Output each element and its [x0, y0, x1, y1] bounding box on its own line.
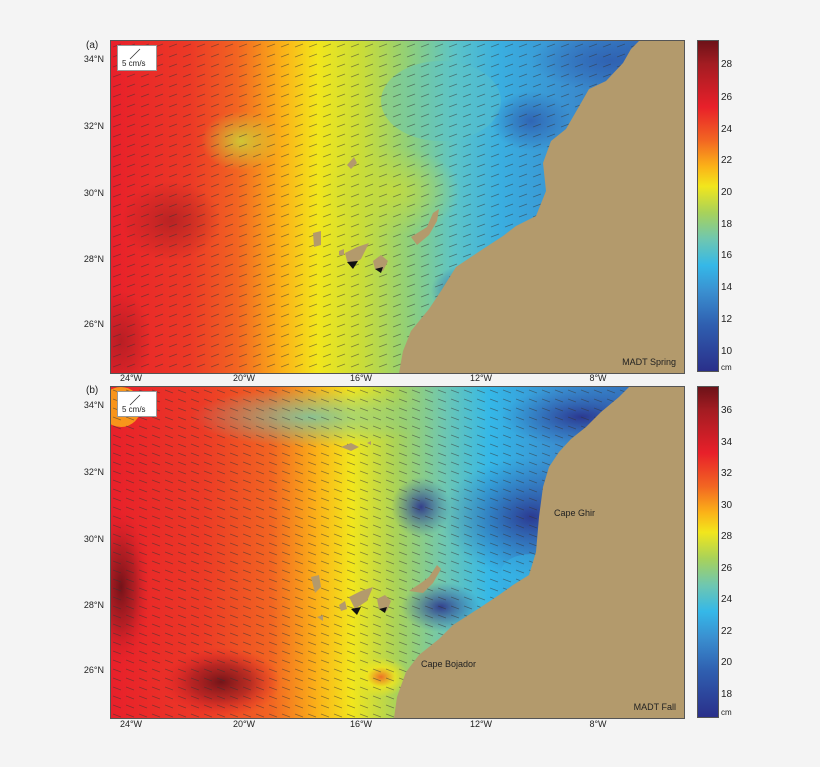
madt-spring-field — [111, 41, 684, 373]
velocity-scale-legend: 5 cm/s — [117, 45, 157, 71]
lat-tick: 32°N — [83, 121, 104, 131]
colorbar-tick: 14 — [721, 282, 733, 293]
lon-tick: 24°W — [119, 719, 143, 729]
cape-bojador-label: Cape Bojador — [421, 659, 477, 669]
colorbar-tick: 36 — [721, 405, 733, 416]
colorbar-tick: 28 — [721, 531, 733, 542]
lat-tick: 28°N — [83, 600, 104, 610]
lon-tick: 8°W — [589, 373, 607, 383]
panel-b-label: (b) — [86, 385, 99, 396]
colorbar-fall — [697, 386, 719, 718]
colorbar-tick: 34 — [721, 437, 733, 448]
velocity-scale-legend: 5 cm/s — [117, 391, 157, 417]
lat-tick: 34°N — [83, 54, 104, 64]
colorbar-spring — [697, 40, 719, 372]
colorbar-tick: 26 — [721, 92, 733, 103]
lon-tick: 24°W — [119, 373, 143, 383]
madt-fall-field — [111, 387, 684, 718]
lon-tick: 8°W — [589, 719, 607, 729]
lon-tick: 16°W — [349, 373, 373, 383]
map-panel-spring: 5 cm/s MADT Spring — [110, 40, 685, 374]
lat-tick: 26°N — [83, 319, 104, 329]
lat-tick: 34°N — [83, 400, 104, 410]
scale-label: 5 cm/s — [122, 405, 146, 414]
colorbar-tick: 20 — [721, 187, 733, 198]
colorbar-tick: 16 — [721, 250, 733, 261]
colorbar-tick: 10 — [721, 346, 733, 357]
scale-label: 5 cm/s — [122, 59, 146, 68]
colorbar-tick: 12 — [721, 314, 733, 325]
lon-tick: 12°W — [469, 373, 493, 383]
lon-tick: 20°W — [232, 719, 256, 729]
panel-a-title: MADT Spring — [622, 357, 676, 367]
lat-tick: 30°N — [83, 534, 104, 544]
scale-arrow-icon — [129, 394, 141, 406]
colorbar-tick: 22 — [721, 626, 733, 637]
cape-ghir-label: Cape Ghir — [554, 508, 596, 518]
panel-a-label: (a) — [86, 40, 99, 51]
lat-tick: 26°N — [83, 665, 104, 675]
map-panel-fall: 5 cm/s Cape Ghir Cape Bojador MADT Fall — [110, 386, 685, 719]
panel-b-title: MADT Fall — [633, 702, 676, 712]
colorbar-tick: 28 — [721, 59, 733, 70]
lon-tick: 20°W — [232, 373, 256, 383]
lat-tick: 28°N — [83, 254, 104, 264]
lon-tick: 16°W — [349, 719, 373, 729]
lat-tick: 32°N — [83, 467, 104, 477]
colorbar-tick: 30 — [721, 500, 733, 511]
colorbar-tick: 18 — [721, 689, 733, 700]
colorbar-unit: cm — [721, 708, 732, 717]
colorbar-tick: 24 — [721, 594, 733, 605]
colorbar-tick: 22 — [721, 155, 733, 166]
colorbar-tick: 18 — [721, 219, 733, 230]
colorbar-tick: 24 — [721, 124, 733, 135]
lon-tick: 12°W — [469, 719, 493, 729]
colorbar-tick: 26 — [721, 563, 733, 574]
colorbar-unit: cm — [721, 363, 732, 372]
lat-tick: 30°N — [83, 188, 104, 198]
colorbar-tick: 20 — [721, 657, 733, 668]
colorbar-tick: 32 — [721, 468, 733, 479]
scale-arrow-icon — [129, 48, 141, 60]
